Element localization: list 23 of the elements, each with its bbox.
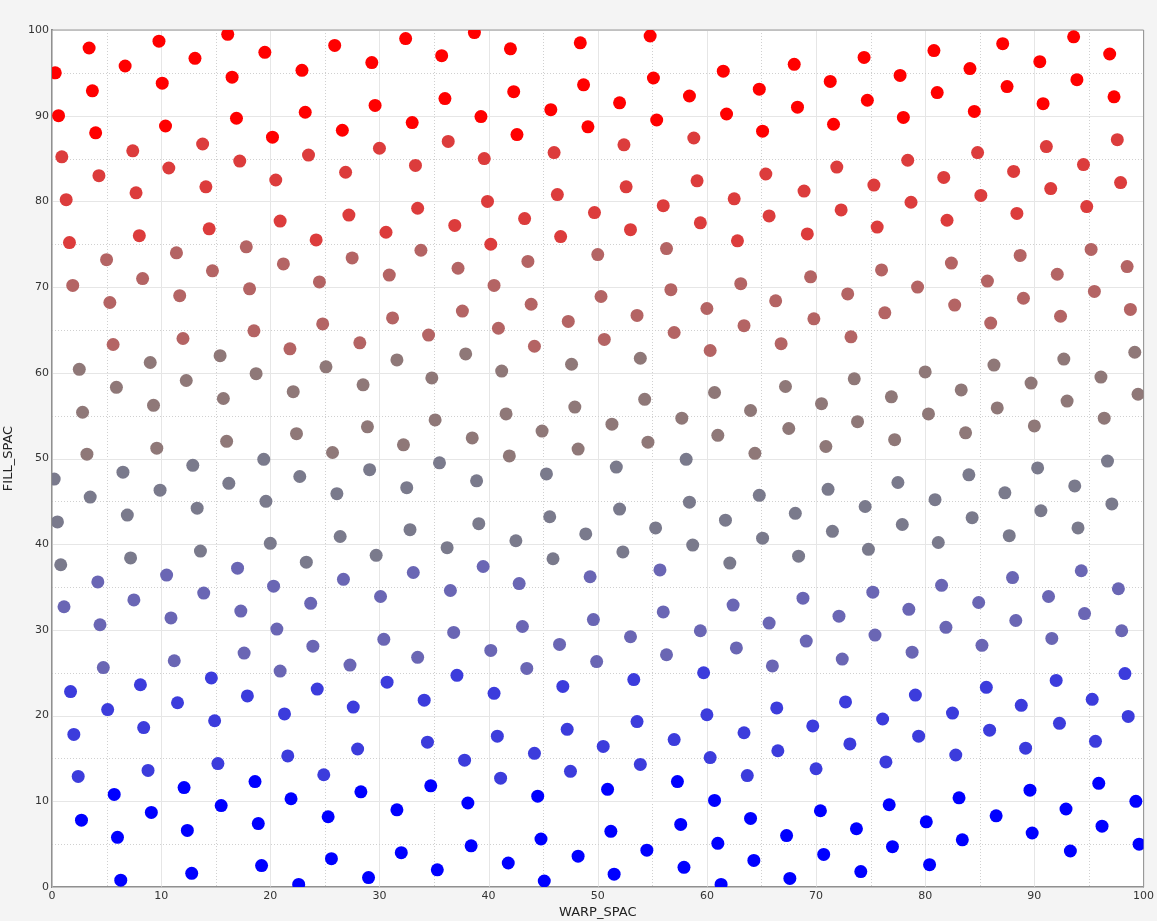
y-tick-label: 20: [35, 708, 49, 722]
x-axis-title: WARP_SPAC: [559, 903, 637, 919]
y-tick-label: 50: [35, 451, 49, 465]
x-tick-label: 10: [154, 889, 169, 903]
y-tick-label: 10: [35, 794, 49, 808]
y-tick-label: 100: [28, 22, 49, 36]
x-tick-label: 90: [1027, 889, 1042, 903]
y-tick-label: 80: [35, 194, 49, 208]
y-tick-label: 90: [35, 108, 49, 122]
y-tick-label: 70: [35, 279, 49, 293]
x-tick-label: 70: [809, 889, 824, 903]
x-tick-label: 30: [372, 889, 387, 903]
x-tick-label: 80: [918, 889, 933, 903]
x-tick-label: 50: [590, 889, 605, 903]
x-tick-label: 100: [1133, 889, 1154, 903]
y-axis-title: FILL_SPAC: [0, 425, 16, 492]
x-tick-label: 20: [263, 889, 278, 903]
y-tick-label: 40: [35, 537, 49, 551]
x-tick-label: 40: [481, 889, 496, 903]
y-tick-label: 60: [35, 365, 49, 379]
x-tick-label: 60: [699, 889, 714, 903]
y-tick-label: 30: [35, 622, 49, 636]
y-tick-label: 0: [42, 879, 49, 893]
